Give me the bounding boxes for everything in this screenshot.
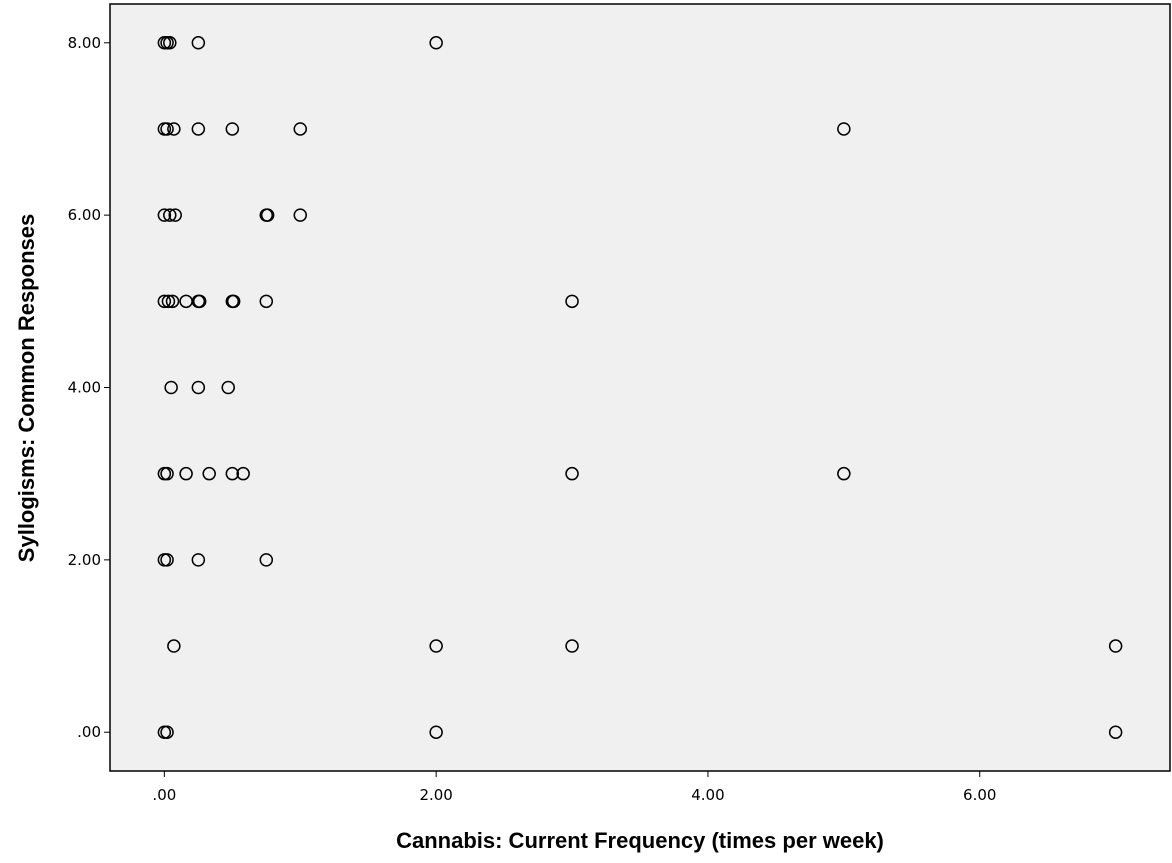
- data-point: [202, 466, 216, 481]
- data-point: [226, 294, 241, 309]
- data-point: [165, 294, 180, 309]
- data-point: [157, 208, 172, 222]
- data-point: [160, 725, 174, 739]
- x-axis-title: Cannabis: Current Frequency (times per w…: [396, 828, 884, 853]
- data-point: [429, 36, 443, 50]
- data-point: [1108, 639, 1123, 653]
- data-point: [259, 294, 274, 309]
- data-point: [163, 36, 177, 50]
- y-axis-title: Syllogisms: Common Responses: [14, 214, 39, 562]
- data-point: [225, 122, 240, 136]
- data-point: [192, 294, 207, 309]
- x-tick-label: 4.00: [691, 786, 724, 804]
- y-tick-label: .00: [77, 723, 101, 741]
- data-point: [160, 466, 174, 481]
- data-point: [191, 553, 206, 567]
- data-point: [157, 294, 172, 309]
- data-point: [260, 208, 275, 222]
- plot-area: [109, 3, 1171, 772]
- y-tick-label: 4.00: [68, 379, 101, 397]
- data-point: [164, 380, 178, 395]
- y-tick-label: 6.00: [68, 206, 101, 224]
- data-point: [429, 725, 443, 739]
- data-point: [191, 36, 206, 50]
- x-tick-label: .00: [152, 786, 176, 804]
- data-point: [191, 122, 206, 136]
- data-point: [225, 466, 240, 481]
- data-point: [221, 380, 235, 395]
- data-point: [167, 122, 181, 136]
- data-point: [160, 122, 174, 136]
- data-point: [565, 639, 579, 653]
- data-point: [191, 380, 206, 395]
- data-point: [168, 208, 182, 222]
- data-point: [837, 122, 851, 136]
- data-points: [157, 36, 1123, 739]
- data-point: [161, 294, 176, 309]
- x-tick-label: 6.00: [963, 786, 996, 804]
- data-point: [163, 208, 177, 222]
- data-point: [565, 466, 579, 481]
- y-tick-label: 8.00: [68, 34, 101, 52]
- data-point: [259, 553, 274, 567]
- x-tick-label: 2.00: [419, 786, 452, 804]
- y-tick-label: 2.00: [68, 551, 101, 569]
- data-point: [179, 466, 193, 481]
- data-point: [293, 122, 308, 136]
- data-point: [160, 553, 174, 567]
- data-point: [293, 208, 308, 222]
- data-point: [167, 639, 181, 653]
- data-point: [1108, 725, 1123, 739]
- data-point: [236, 466, 250, 481]
- data-point: [429, 639, 443, 653]
- y-axis: .00 2.00 4.00 6.00 8.00: [68, 34, 110, 741]
- data-point: [565, 294, 579, 309]
- x-axis: .00 2.00 4.00 6.00: [152, 771, 996, 804]
- data-point: [837, 466, 851, 481]
